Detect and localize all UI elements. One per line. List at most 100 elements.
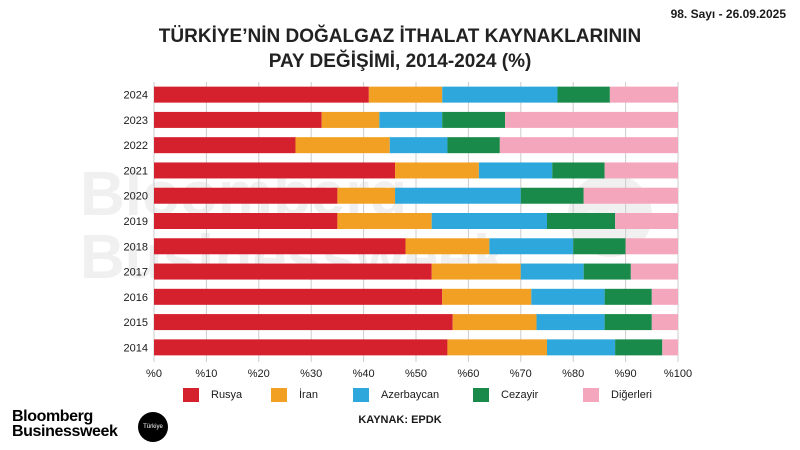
bar-segment <box>368 86 443 103</box>
bar-segment <box>154 314 453 331</box>
y-tick-label: 2014 <box>124 342 148 354</box>
legend-swatch <box>353 388 369 402</box>
chart-title-line-1: TÜRKİYE’NİN DOĞALGAZ İTHALAT KAYNAKLARIN… <box>158 26 642 47</box>
bar-segment <box>431 213 547 229</box>
bar-segment <box>447 137 500 154</box>
bar-segment <box>295 137 390 154</box>
bar-segment <box>604 314 652 331</box>
bar-segment <box>604 288 652 305</box>
bar-segment <box>609 86 678 103</box>
bar-segment <box>520 263 584 280</box>
bar-segment <box>573 238 626 255</box>
y-tick-label: 2015 <box>124 317 148 329</box>
bar-segment <box>552 162 605 179</box>
bar-segment <box>337 187 396 204</box>
chart-legend: Rusya İran Azerbaycan Cezayir Diğerleri <box>183 387 703 403</box>
bar-segment <box>557 86 610 103</box>
bar-segment <box>321 111 380 128</box>
bar-segment <box>531 288 605 305</box>
y-tick-label: 2024 <box>124 90 148 102</box>
x-tick-label: %80 <box>562 368 584 380</box>
bar-segment <box>442 288 532 305</box>
chart-title-line-2: PAY DEĞİŞİMİ, 2014-2024 (%) <box>268 51 532 72</box>
bloomberg-businessweek-logo: Bloomberg Businessweek Türkiye <box>12 409 172 445</box>
bar-segment <box>395 162 479 179</box>
bar-segment <box>630 263 678 280</box>
bar-segment <box>583 187 678 204</box>
x-tick-label: %90 <box>615 368 637 380</box>
bar-segment <box>154 162 396 179</box>
bar-segment <box>625 238 678 255</box>
logo-badge: Türkiye <box>138 412 168 442</box>
legend-swatch <box>271 388 287 402</box>
logo-wordmark: Bloomberg Businessweek <box>12 408 172 440</box>
bar-segment <box>154 86 369 103</box>
bar-segment <box>615 339 663 356</box>
y-tick-label: 2020 <box>124 191 148 203</box>
issue-date: 98. Sayı - 26.09.2025 <box>670 7 786 21</box>
y-tick-label: 2023 <box>124 115 148 127</box>
logo-line-1: Bloomberg <box>12 408 93 425</box>
bar-segment <box>395 187 521 204</box>
bar-segment <box>154 263 432 280</box>
bar-segment <box>547 213 616 229</box>
bar-segment <box>379 111 443 128</box>
bar-segment <box>662 339 678 356</box>
legend-item: Azerbaycan <box>353 387 439 403</box>
y-tick-label: 2019 <box>124 216 148 228</box>
legend-swatch <box>473 388 489 402</box>
bar-segment <box>442 86 558 103</box>
x-tick-label: %20 <box>248 368 270 380</box>
bar-segment <box>505 111 678 128</box>
bar-segment <box>447 339 547 356</box>
bar-segment <box>499 137 678 154</box>
y-tick-label: 2018 <box>124 241 148 253</box>
bar-segment <box>337 213 432 229</box>
bar-segment <box>615 213 678 229</box>
bar-segment <box>651 288 678 305</box>
y-tick-label: 2017 <box>124 267 148 279</box>
bar-segment <box>154 238 406 255</box>
bar-segment <box>405 238 490 255</box>
legend-swatch <box>583 388 599 402</box>
bar-segment <box>547 339 616 356</box>
bar-segment <box>651 314 678 331</box>
bar-segment <box>442 111 506 128</box>
x-tick-label: %100 <box>664 368 692 380</box>
bar-segment <box>583 263 631 280</box>
bar-segment <box>154 339 448 356</box>
y-tick-label: 2016 <box>124 292 148 304</box>
x-tick-label: %30 <box>300 368 322 380</box>
x-tick-label: %10 <box>195 368 217 380</box>
y-tick-label: 2022 <box>124 140 148 152</box>
legend-item: İran <box>271 387 318 403</box>
x-tick-label: %50 <box>405 368 427 380</box>
logo-line-2: Businessweek <box>12 423 118 440</box>
y-tick-label: 2021 <box>124 165 148 177</box>
legend-label: İran <box>299 389 318 401</box>
bar-segment <box>536 314 605 331</box>
legend-label: Rusya <box>211 389 243 401</box>
x-tick-label: %70 <box>510 368 532 380</box>
chart-title: TÜRKİYE’NİN DOĞALGAZ İTHALAT KAYNAKLARIN… <box>0 24 800 74</box>
bar-segment <box>478 162 553 179</box>
bar-segment <box>604 162 678 179</box>
legend-label: Diğerleri <box>611 389 652 401</box>
legend-label: Azerbaycan <box>381 389 440 401</box>
legend-item: Diğerleri <box>583 387 652 403</box>
bar-segment <box>520 187 584 204</box>
legend-item: Rusya <box>183 387 242 403</box>
bar-segment <box>154 288 443 305</box>
legend-swatch <box>183 388 199 402</box>
legend-label: Cezayir <box>501 389 539 401</box>
bar-segment <box>389 137 448 154</box>
bar-segment <box>452 314 537 331</box>
x-tick-label: %0 <box>146 368 162 380</box>
x-tick-label: %40 <box>353 368 375 380</box>
x-tick-label: %60 <box>457 368 479 380</box>
bar-segment <box>154 137 296 154</box>
legend-item: Cezayir <box>473 387 538 403</box>
bar-segment <box>154 187 338 204</box>
bar-segment <box>154 111 322 128</box>
bar-segment <box>489 238 574 255</box>
